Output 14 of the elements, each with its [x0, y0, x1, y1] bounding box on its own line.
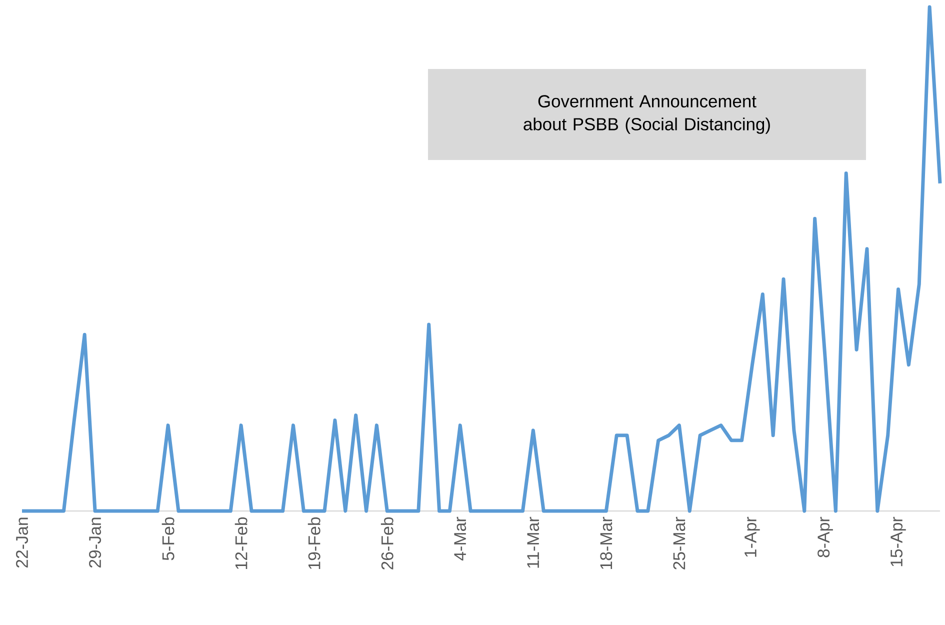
x-tick-label: 22-Jan — [16, 518, 28, 568]
x-tick-label: 8-Apr — [818, 516, 833, 558]
x-tick-label: 4-Mar — [454, 516, 466, 560]
x-tick-label: 26-Feb — [380, 517, 394, 570]
x-tick-label: 18-Mar — [600, 516, 612, 569]
x-tick-label: 19-Feb — [308, 517, 320, 569]
x-tick-label: 12-Feb — [234, 517, 248, 569]
x-tick-label: 1-Apr — [744, 516, 760, 557]
x-tick-label: 25-Mar — [673, 516, 686, 570]
annotation: Government Announcement about PSBB (Social Distancing) — [524, 95, 770, 134]
x-tick-label: 5-Feb — [162, 517, 174, 560]
x-tick-label: 11-Mar — [527, 516, 540, 568]
x-tick-label: 29-Jan — [89, 518, 102, 568]
x-tick-label: 15-Apr — [890, 516, 906, 566]
